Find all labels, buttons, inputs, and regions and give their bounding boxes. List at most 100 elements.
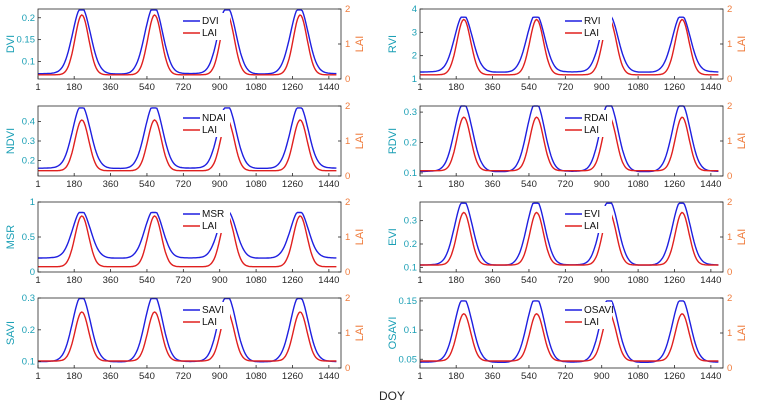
series-line-vi	[38, 9, 337, 75]
y-axis-label: NDVI	[5, 128, 17, 154]
x-tick-label: 720	[175, 275, 191, 286]
y2-tick-label: 2	[727, 293, 732, 304]
y-axis-label: EVI	[387, 228, 399, 246]
y2-tick-label: 0	[727, 267, 732, 278]
legend-label-lai: LAI	[584, 221, 599, 232]
y2-tick-label: 1	[345, 232, 350, 243]
y2-axis-label: LAI	[354, 325, 366, 342]
y2-axis-label: LAI	[736, 325, 748, 342]
y2-axis-label: LAI	[736, 36, 748, 53]
series-line-lai	[420, 211, 719, 266]
y-axis-label: SAVI	[5, 321, 17, 345]
x-tick-label: 180	[66, 179, 82, 190]
x-tick-label: 720	[557, 275, 573, 286]
x-tick-label: 360	[485, 82, 501, 93]
legend-label-lai: LAI	[584, 317, 599, 328]
x-tick-label: 540	[139, 371, 155, 382]
y-tick-label: 0.2	[22, 13, 35, 24]
series-line-lai	[38, 14, 337, 76]
y2-tick-label: 0	[345, 74, 350, 85]
x-tick-label: 900	[594, 82, 610, 93]
x-tick-label: 1	[35, 82, 40, 93]
x-tick-label: 180	[448, 371, 464, 382]
y-axis-label: MSR	[5, 225, 17, 250]
x-tick-label: 1	[35, 179, 40, 190]
y-tick-label: 0.2	[22, 155, 35, 166]
y-tick-label: 0.1	[404, 262, 417, 273]
legend-label-lai: LAI	[202, 125, 217, 136]
x-tick-label: 1260	[664, 275, 685, 286]
legend-box	[562, 206, 612, 233]
x-tick-label: 1440	[318, 371, 339, 382]
x-tick-label: 360	[103, 275, 119, 286]
x-tick-label: 900	[212, 82, 228, 93]
x-tick-label: 1	[417, 275, 422, 286]
x-tick-label: 1080	[246, 82, 267, 93]
y2-tick-label: 1	[345, 328, 350, 339]
x-tick-label: 1440	[700, 371, 721, 382]
x-tick-label: 540	[521, 371, 537, 382]
chart-panel-savi: 1 180 360 540 720 900 1080 1260 1440 0.1 0.2 0.3 0 1 2…	[5, 293, 366, 382]
y-tick-label: 0.3	[22, 293, 35, 304]
x-tick-label: 900	[212, 179, 228, 190]
series-line-vi	[420, 16, 719, 73]
x-tick-label: 720	[175, 179, 191, 190]
chart-panel-evi: 1 180 360 540 720 900 1080 1260 1440 0.1 0.2 0.3 0 1 2…	[387, 197, 748, 286]
y2-tick-label: 2	[345, 293, 350, 304]
legend-box	[180, 302, 230, 329]
x-tick-label: 180	[66, 371, 82, 382]
y2-tick-label: 2	[345, 101, 350, 112]
series-line-lai	[420, 313, 719, 362]
x-tick-label: 1260	[282, 179, 303, 190]
series-line-lai	[38, 119, 337, 172]
legend-label-vi: RDAI	[584, 113, 608, 124]
x-tick-label: 720	[175, 371, 191, 382]
legend-label-lai: LAI	[202, 221, 217, 232]
x-tick-label: 1440	[700, 82, 721, 93]
y2-tick-label: 2	[345, 197, 350, 208]
y2-tick-label: 0	[345, 363, 350, 374]
x-tick-label: 720	[557, 371, 573, 382]
x-tick-label: 540	[139, 179, 155, 190]
y2-tick-label: 0	[345, 171, 350, 182]
chart-panel-osavi: 1 180 360 540 720 900 1080 1260 1440 0.05 0.1 0.15 0…	[387, 293, 748, 382]
y-tick-label: 4	[412, 4, 417, 15]
chart-panel-ndvi: 1 180 360 540 720 900 1080 1260 1440 0.2 0.3 0.4 0 1 2…	[5, 101, 366, 190]
series-line-lai	[38, 311, 337, 362]
chart-panel-rdvi: 1 180 360 540 720 900 1080 1260 1440 0.1 0.2 0.3 0 1 2…	[387, 101, 748, 190]
legend-box	[180, 206, 230, 233]
x-tick-label: 720	[557, 179, 573, 190]
legend-label-vi: OSAVI	[584, 305, 614, 316]
legend-label-vi: MSR	[202, 209, 224, 220]
series-line-lai	[420, 18, 719, 76]
x-tick-label: 360	[103, 371, 119, 382]
x-tick-label: 1080	[628, 179, 649, 190]
y2-tick-label: 0	[727, 363, 732, 374]
y-tick-label: 0.2	[404, 138, 417, 149]
series-line-lai	[38, 215, 337, 268]
legend-box	[180, 13, 230, 40]
y2-axis-label: LAI	[354, 36, 366, 53]
y2-tick-label: 1	[345, 39, 350, 50]
x-tick-label: 1	[417, 371, 422, 382]
x-tick-label: 180	[66, 82, 82, 93]
legend-label-vi: NDAI	[202, 113, 226, 124]
y-tick-label: 0.3	[404, 216, 417, 227]
y-tick-label: 0.05	[399, 354, 418, 365]
x-tick-label: 540	[521, 275, 537, 286]
x-tick-label: 1260	[664, 371, 685, 382]
x-tick-label: 180	[66, 275, 82, 286]
legend-label-vi: RVI	[584, 16, 601, 27]
y-tick-label: 1	[412, 74, 417, 85]
y-tick-label: 3	[412, 27, 417, 38]
x-tick-label: 1260	[282, 82, 303, 93]
x-tick-label: 1440	[318, 179, 339, 190]
x-tick-label: 900	[212, 371, 228, 382]
y-axis-label: RDVI	[387, 128, 399, 154]
y-axis-label: RVI	[387, 35, 399, 53]
x-tick-label: 540	[521, 82, 537, 93]
y2-tick-label: 2	[727, 101, 732, 112]
legend-label-vi: EVI	[584, 209, 600, 220]
series-line-vi	[38, 211, 337, 259]
